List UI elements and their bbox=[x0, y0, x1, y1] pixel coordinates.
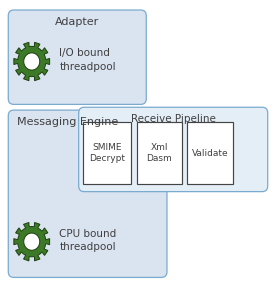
Text: Xml
Dasm: Xml Dasm bbox=[147, 143, 172, 163]
Text: Validate: Validate bbox=[192, 148, 228, 158]
Text: Receive Pipeline: Receive Pipeline bbox=[131, 114, 216, 124]
FancyBboxPatch shape bbox=[79, 107, 268, 192]
Bar bbox=[187, 122, 233, 184]
Text: I/O bound
threadpool: I/O bound threadpool bbox=[59, 48, 116, 72]
Polygon shape bbox=[24, 233, 40, 250]
Text: SMIME
Decrypt: SMIME Decrypt bbox=[89, 143, 125, 163]
Text: Messaging Engine: Messaging Engine bbox=[17, 117, 118, 127]
Text: Adapter: Adapter bbox=[55, 17, 99, 27]
Polygon shape bbox=[14, 223, 50, 261]
FancyBboxPatch shape bbox=[8, 10, 146, 104]
Bar bbox=[83, 122, 131, 184]
Bar bbox=[137, 122, 182, 184]
Polygon shape bbox=[24, 53, 40, 70]
FancyBboxPatch shape bbox=[8, 110, 167, 277]
Text: CPU bound
threadpool: CPU bound threadpool bbox=[59, 229, 116, 252]
Polygon shape bbox=[14, 42, 50, 81]
